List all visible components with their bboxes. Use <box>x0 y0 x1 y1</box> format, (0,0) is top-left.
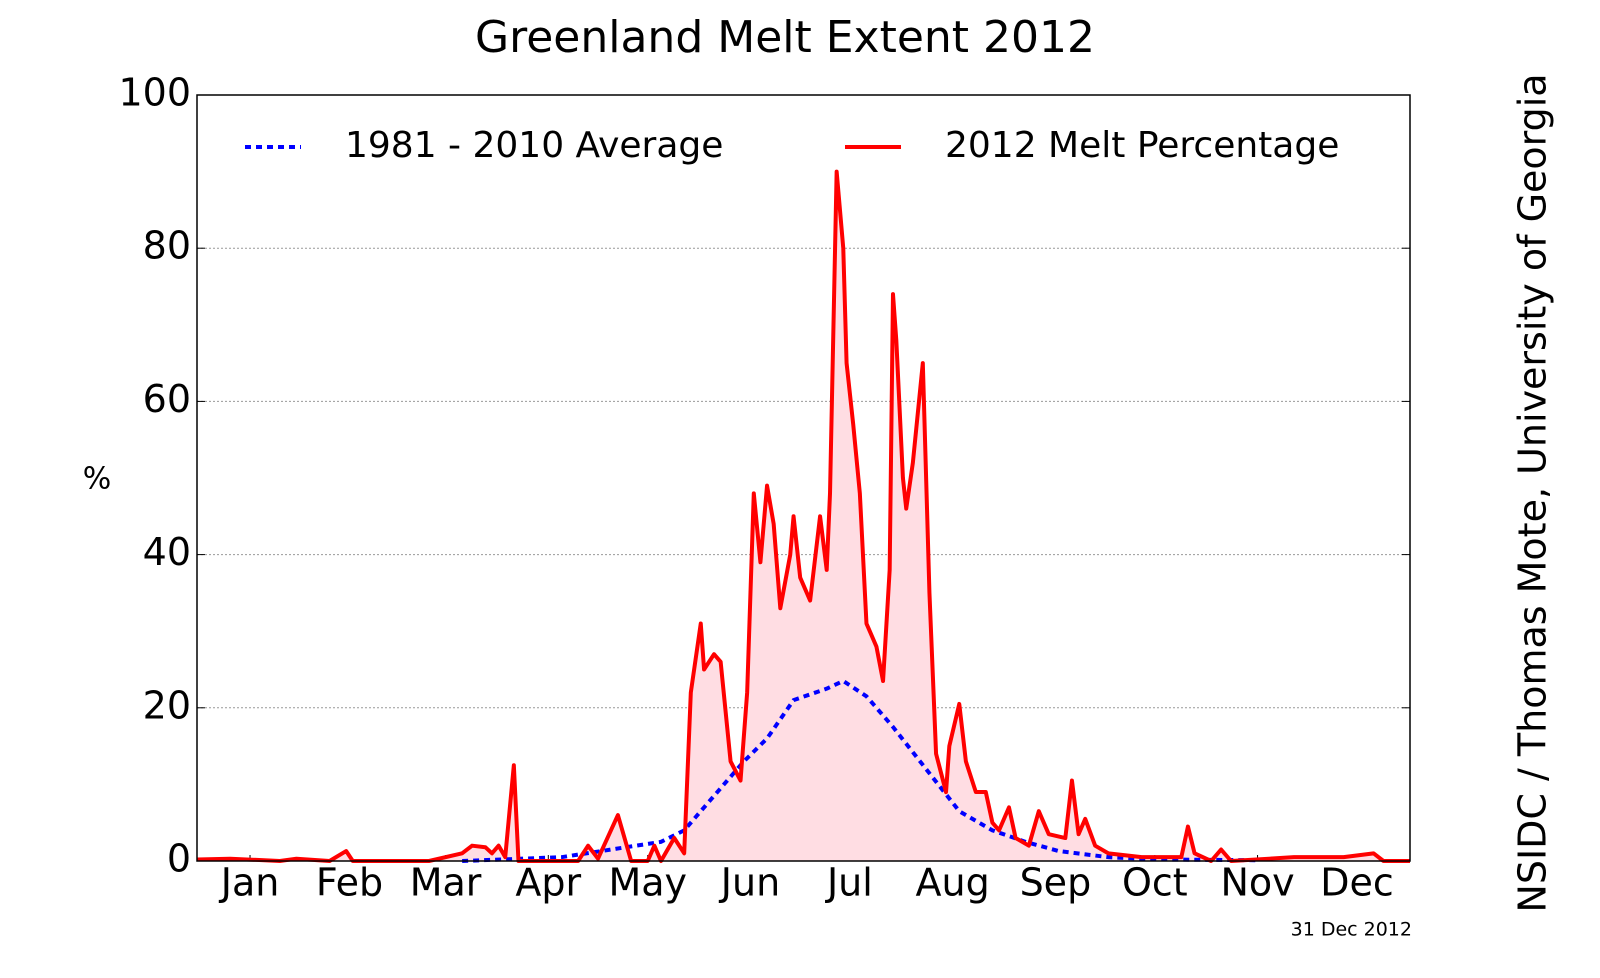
x-tick-label: Mar <box>410 861 482 905</box>
x-tick-label: Sep <box>1020 861 1092 905</box>
y-tick-label: 40 <box>143 530 191 574</box>
y-axis-label: % <box>83 462 112 497</box>
legend-label: 1981 - 2010 Average <box>345 125 723 166</box>
chart-title: Greenland Melt Extent 2012 <box>475 12 1095 63</box>
area-fill <box>197 171 1410 862</box>
y-tick-label: 100 <box>118 71 191 115</box>
y-tick-label: 20 <box>143 683 191 727</box>
x-tick-label: Feb <box>316 861 383 905</box>
x-tick-label: Aug <box>916 861 990 905</box>
x-tick-label: Jan <box>219 861 280 905</box>
credit: NSIDC / Thomas Mote, University of Georg… <box>1511 73 1555 912</box>
x-tick-label: Jun <box>719 861 780 905</box>
y-tick-label: 60 <box>143 377 191 421</box>
x-tick-label: May <box>608 861 687 905</box>
y-tick-label: 80 <box>143 224 191 268</box>
x-tick-label: Dec <box>1320 861 1394 905</box>
x-tick-label: Nov <box>1220 861 1294 905</box>
x-tick-label: Apr <box>515 861 581 905</box>
plot-frame <box>196 94 1411 862</box>
x-tick-label: Oct <box>1122 861 1188 905</box>
x-tick-label: Jul <box>825 861 873 905</box>
date-note: 31 Dec 2012 <box>1291 919 1412 941</box>
legend-label: 2012 Melt Percentage <box>945 125 1339 166</box>
y-tick-label: 0 <box>167 837 191 881</box>
